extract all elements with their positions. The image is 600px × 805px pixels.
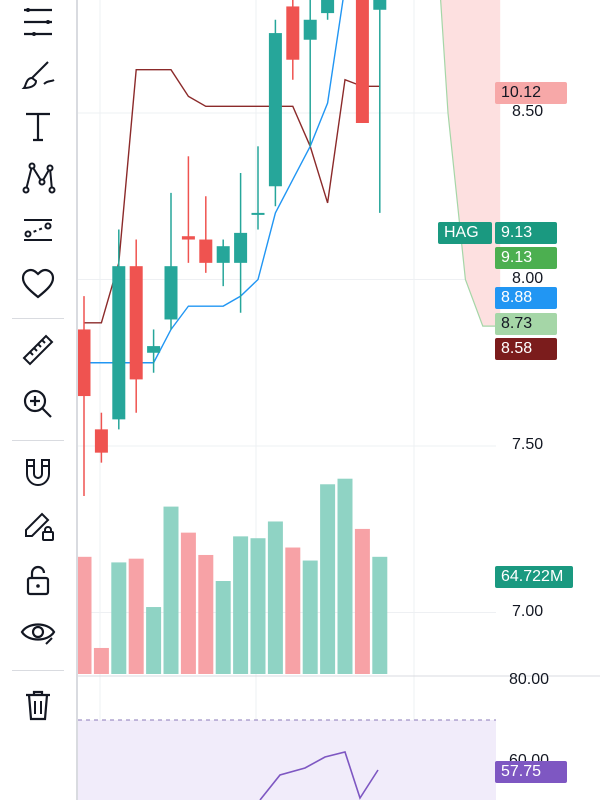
volume-bar [76,556,92,674]
candle-body [234,232,248,263]
volume-tag: 64.722M [495,566,573,588]
ruler-icon [22,334,54,366]
volume-bar [180,532,196,674]
zoom-in-tool[interactable] [14,382,62,426]
trash-icon [26,690,50,721]
candle-body [199,239,213,263]
magnet-tool[interactable] [14,450,62,494]
favorites-heart-icon [21,268,55,299]
candle-body [355,0,369,123]
cloud-fill [440,0,501,327]
trend-lines-tool[interactable] [14,0,62,44]
volume-bar [146,607,162,674]
volume-bar [372,556,388,674]
volume-bar [163,506,179,674]
patterns-tool[interactable] [14,156,62,200]
lock-drawing-icon [25,512,54,541]
candle-body [321,0,335,14]
volume-bar [215,581,231,674]
eye-tool[interactable] [14,610,62,654]
candle-body [268,33,282,187]
brush-tool[interactable] [14,52,62,96]
trash-tool[interactable] [14,683,62,727]
price-tick-label: 8.00 [512,269,544,287]
volume-bar [285,547,301,674]
oscillator-background [78,720,496,800]
last-price-tag: 9.13 [495,222,557,244]
volume-bar [128,558,144,674]
candle-body [303,19,317,40]
toolbar-separator [12,440,64,441]
oscillator-line [259,751,379,801]
brush-icon [21,61,55,90]
candle-body [164,266,178,320]
conversion-line [84,0,344,364]
candle-body [112,266,126,420]
eye-icon [20,623,56,645]
ruler-tool[interactable] [14,328,62,372]
candle-body [251,212,265,215]
candle-body [216,246,230,263]
candle-body [181,236,195,240]
candle-body [147,346,161,353]
symbol-tag: HAG [438,222,492,244]
volume-bar [93,647,109,674]
oscillator-tick-label: 80.00 [509,671,550,688]
magnet-icon [26,459,50,486]
blue-line-tag: 8.88 [495,287,557,309]
candle-body [94,429,108,453]
forecasting-tool[interactable] [14,208,62,252]
volume-bar [111,562,127,674]
zoom-in-icon [23,389,52,418]
unlock-icon [26,565,50,596]
dark-red-line-tag: 8.58 [495,338,557,360]
upper-band-tag: 10.12 [495,82,567,104]
light-green-line-tag: 8.73 [495,313,557,335]
volume-bar [198,554,214,674]
favorites-heart-tool[interactable] [14,262,62,306]
price-line-tag: 9.13 [495,247,557,269]
text-icon [26,112,50,142]
price-tick-label: 7.50 [512,436,544,453]
forecasting-icon [24,219,52,241]
volume-bar [354,528,370,674]
volume-bar [320,484,336,674]
text-tool[interactable] [14,104,62,148]
drawing-toolbar [0,0,76,800]
toolbar-separator [12,670,64,671]
candle-body [373,0,387,10]
lock-drawing-tool[interactable] [14,504,62,548]
toolbar-border [76,0,78,800]
volume-bar [337,478,353,674]
volume-bar [233,536,249,674]
patterns-icon [22,162,56,194]
base-line [84,69,380,324]
price-tick-label: 7.00 [512,602,544,620]
volume-bar [302,560,318,674]
oscillator-tag: 57.75 [495,761,567,783]
volume-bar [267,521,283,674]
trend-lines-icon [24,8,52,36]
candle-body [129,266,143,380]
chart-area[interactable] [76,0,600,801]
unlock-tool[interactable] [14,558,62,602]
chart-canvas[interactable] [76,0,600,801]
candle-body [77,329,91,397]
price-tick-label: 8.50 [512,103,544,120]
toolbar-separator [12,318,64,319]
volume-bar [250,538,266,674]
candle-body [286,6,300,60]
